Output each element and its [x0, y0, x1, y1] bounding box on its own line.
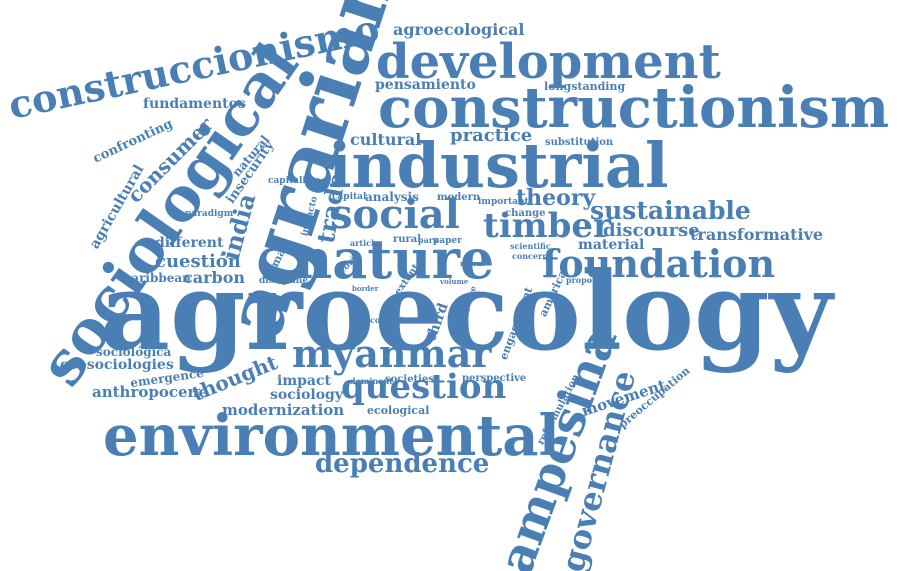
word-carbon: carbon	[183, 268, 246, 287]
word-nature: nature	[293, 227, 495, 291]
word-capitalism: capitalism	[268, 176, 321, 186]
word-substitution: substitution	[545, 137, 614, 148]
word-timber: timber	[483, 206, 611, 246]
word-sociologica: sociológica	[96, 345, 172, 359]
word-material: material	[578, 237, 645, 253]
word-agroecology: agroecology	[100, 249, 833, 375]
word-sociology: sociology	[270, 387, 343, 403]
word-concern: concern	[512, 251, 549, 261]
word-border: border	[352, 284, 379, 293]
word-analysis: analysis	[365, 190, 419, 204]
word-cuestion: cuestión	[155, 251, 241, 272]
word-important: important	[478, 197, 529, 207]
word-anthropocene: anthropocene	[92, 383, 208, 401]
word-discipline: discipline	[259, 276, 309, 286]
word-societies: societies	[385, 374, 434, 385]
word-sustainable: sustainable	[590, 196, 751, 225]
word-paper: paper	[433, 236, 462, 246]
word-practice: practice	[450, 125, 533, 146]
word-modern: modern	[437, 192, 481, 203]
word-countrie: countrie	[370, 315, 408, 325]
word-discourse: discourse	[603, 220, 700, 241]
word-social: social	[330, 191, 460, 238]
word-industrial: industrial	[328, 129, 669, 202]
word-foundation: foundation	[542, 241, 776, 286]
word-myanmar: myanmar	[292, 331, 492, 376]
word-cultural: cultural	[350, 130, 422, 149]
word-rural: rural	[393, 234, 422, 245]
word-constructionism: constructionism	[378, 75, 890, 141]
word-modernization: modernization	[222, 401, 345, 419]
word-pars: pars	[418, 235, 438, 245]
word-change: change	[505, 208, 546, 219]
word-fundamentos: fundamentos	[143, 96, 246, 112]
word-development: development	[376, 34, 721, 90]
word-volume: volume	[440, 277, 469, 286]
word-impact: impact	[277, 373, 331, 389]
word-question: question	[341, 367, 507, 407]
word-transformative: transformative	[690, 225, 824, 244]
word-scientific: scientific	[510, 241, 551, 251]
word-article: article	[350, 238, 380, 248]
word-dominant: dominant	[350, 376, 393, 386]
word-paradigm: paradigm	[185, 209, 234, 219]
word-environmental: environmental	[103, 403, 560, 469]
word-capital: capital	[332, 192, 367, 202]
word-ecosociologies: ecosociologies	[60, 357, 174, 373]
word-different: different	[155, 235, 224, 251]
word-ecological: ecological	[367, 404, 430, 417]
word-perspective: perspective	[462, 373, 527, 384]
word-pensamiento: pensamiento	[375, 77, 476, 93]
word-longstanding: longstanding	[544, 80, 626, 93]
word-agroecological: agroecological	[393, 20, 525, 39]
word-proposal: proposal	[566, 275, 605, 285]
word-dependence: dependence	[315, 449, 490, 479]
word-caribbean: caribbean	[124, 271, 191, 285]
word-reveal: reveal	[460, 259, 484, 268]
word-theory: theory	[516, 185, 596, 211]
